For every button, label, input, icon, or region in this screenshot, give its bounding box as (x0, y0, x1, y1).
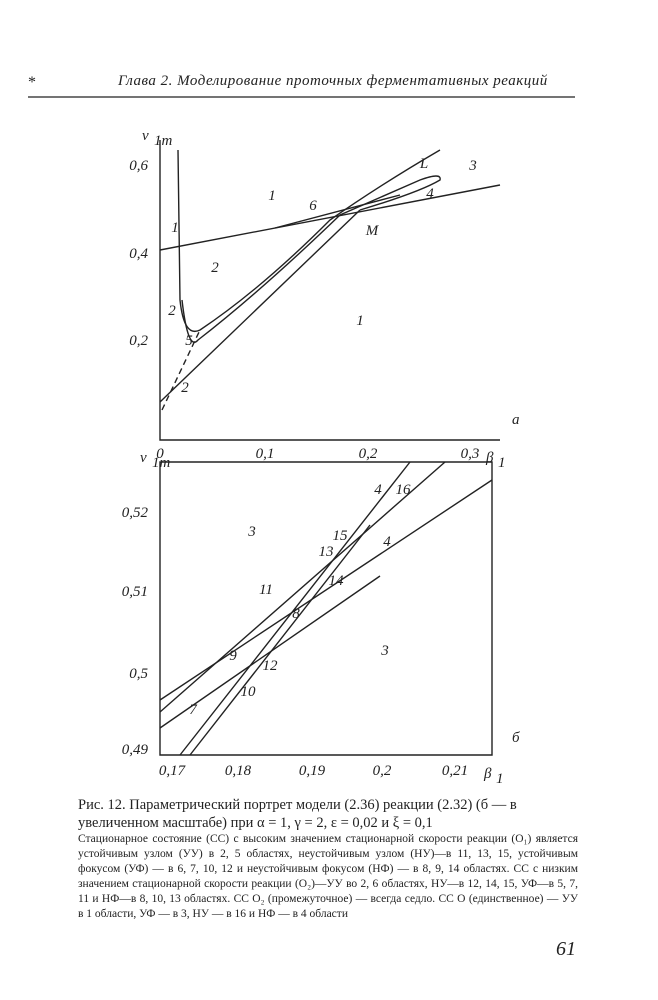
y-tick-label: 0,6 (129, 158, 148, 174)
region-label: 1 (171, 220, 179, 236)
region-label: 4 (383, 534, 391, 550)
caption: Рис. 12. Параметрический портрет модели … (78, 797, 517, 831)
header-marker: * (28, 74, 36, 91)
region-label: 2 (168, 303, 176, 319)
axis-label: β (483, 766, 492, 782)
region-label: 2 (181, 380, 189, 396)
axis-label-sub: 1m (152, 455, 171, 471)
panel-letter: а (512, 412, 520, 428)
region-label: 11 (259, 582, 273, 598)
description: Стационарное состояние (СС) с высоким зн… (78, 833, 578, 920)
x-tick-label: 0,1 (256, 446, 275, 462)
panel-letter: б (512, 730, 520, 746)
region-label: 7 (189, 702, 198, 718)
x-tick-label: 0,2 (359, 446, 378, 462)
figure-b-curves (159, 461, 493, 756)
x-tick-label: 0 (156, 446, 164, 462)
region-label: 2 (211, 260, 219, 276)
region-label: 16 (396, 482, 412, 498)
axis-label: v (142, 128, 149, 144)
header-title: Глава 2. Моделирование проточных фермент… (118, 73, 548, 89)
region-label: 1 (268, 188, 276, 204)
region-label: 1 (356, 313, 364, 329)
region-label: 12 (263, 658, 279, 674)
y-tick-label: 0,2 (129, 333, 148, 349)
axis-label-sub: 1 (498, 455, 506, 471)
region-label: L (419, 156, 428, 172)
region-label: 14 (329, 573, 345, 589)
axis-label-sub: 1 (496, 771, 504, 787)
region-label: 13 (319, 544, 334, 560)
region-label: 4 (426, 186, 434, 202)
x-tick-label: 0,18 (225, 763, 252, 779)
page-number: 61 (556, 938, 576, 960)
y-tick-label: 0,51 (122, 584, 148, 600)
region-label: 6 (309, 198, 317, 214)
region-label: M (365, 223, 380, 239)
region-label: 15 (333, 528, 349, 544)
axis-label: β (485, 450, 494, 466)
figure-a-curves (159, 140, 501, 441)
region-label: 8 (292, 606, 300, 622)
region-label: 4 (374, 482, 382, 498)
region-label: 10 (241, 684, 257, 700)
y-tick-label: 0,49 (122, 742, 149, 758)
x-tick-label: 0,19 (299, 763, 326, 779)
x-tick-label: 0,21 (442, 763, 468, 779)
region-label: 5 (185, 333, 193, 349)
region-label: 9 (229, 648, 237, 664)
x-tick-label: 0,3 (461, 446, 480, 462)
x-tick-label: 0,2 (373, 763, 392, 779)
y-tick-label: 0,4 (129, 246, 148, 262)
region-label: 3 (468, 158, 477, 174)
axis-label-sub: 1m (154, 133, 173, 149)
x-tick-label: 0,17 (159, 763, 187, 779)
region-label: 3 (380, 643, 389, 659)
y-tick-label: 0,52 (122, 505, 149, 521)
axis-label: v (140, 450, 147, 466)
region-label: 3 (247, 524, 256, 540)
y-tick-label: 0,5 (129, 666, 148, 682)
